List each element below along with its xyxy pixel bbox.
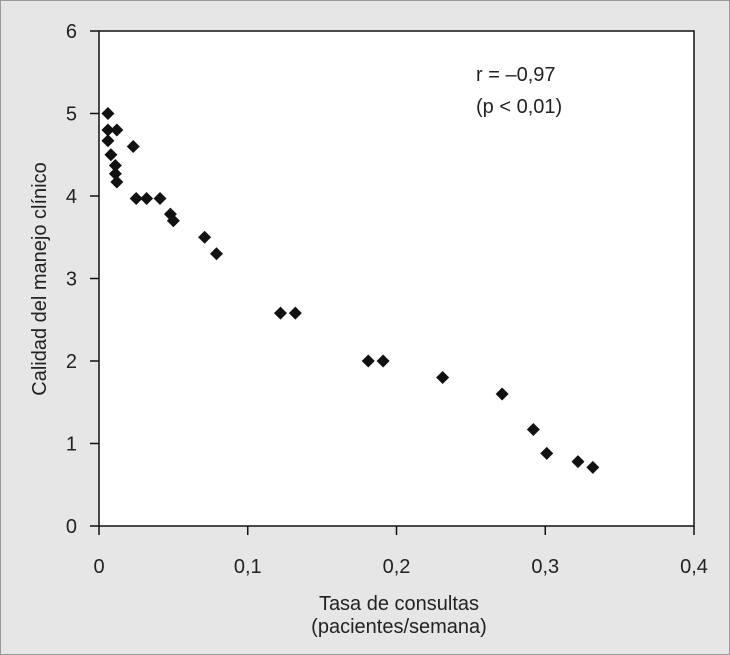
data-point	[166, 214, 180, 228]
data-point	[273, 306, 287, 320]
y-tick-label: 3	[66, 269, 77, 291]
data-point	[153, 191, 167, 205]
y-tick-label: 6	[66, 21, 77, 43]
data-point	[101, 123, 115, 137]
data-point	[526, 422, 540, 436]
data-point	[140, 191, 154, 205]
data-point	[361, 354, 375, 368]
y-tick-label: 4	[66, 186, 77, 208]
data-point	[540, 446, 554, 460]
y-axis-ticks: 0 1 2 3 4 5 6	[66, 21, 99, 538]
x-tick-label: 0,2	[383, 556, 411, 578]
data-point	[198, 230, 212, 244]
plot-area	[98, 30, 695, 527]
x-axis-title-line1: Tasa de consultas	[319, 593, 479, 615]
data-point	[376, 354, 390, 368]
p-value-annotation: (p < 0,01)	[476, 96, 562, 118]
data-point	[495, 387, 509, 401]
x-tick-label: 0,4	[680, 556, 708, 578]
x-tick-label: 0,3	[531, 556, 559, 578]
x-tick-label: 0,1	[234, 556, 262, 578]
y-tick-label: 2	[66, 351, 77, 373]
data-point	[288, 306, 302, 320]
data-point	[101, 107, 115, 120]
data-point	[436, 371, 450, 384]
data-point	[210, 247, 224, 261]
data-point	[108, 167, 122, 181]
data-point	[108, 158, 122, 172]
correlation-annotation: r = –0,97	[476, 64, 556, 86]
data-point	[571, 455, 585, 469]
data-point	[104, 148, 118, 162]
x-tick-label: 0	[93, 556, 104, 578]
y-tick-label: 1	[66, 434, 77, 456]
x-axis-title-line2: (pacientes/semana)	[311, 616, 487, 638]
x-axis-ticks: 0 0,1 0,2 0,3 0,4	[93, 526, 708, 578]
data-points	[101, 107, 600, 474]
data-point	[586, 460, 600, 474]
y-tick-label: 5	[66, 104, 77, 126]
data-point	[110, 175, 124, 189]
data-point	[126, 140, 140, 153]
y-tick-label: 0	[66, 516, 77, 538]
data-point	[129, 191, 143, 205]
data-point	[101, 134, 115, 148]
data-point	[110, 123, 124, 137]
y-axis-title: Calidad del manejo clínico	[29, 162, 51, 395]
